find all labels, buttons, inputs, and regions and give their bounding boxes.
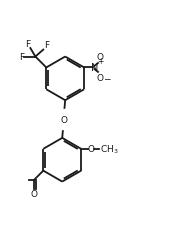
Text: CH$_3$: CH$_3$ (100, 143, 119, 156)
Text: O: O (31, 190, 38, 199)
Text: O: O (87, 145, 95, 154)
Text: O: O (60, 115, 67, 124)
Text: +: + (97, 57, 103, 66)
Text: F: F (19, 53, 24, 62)
Text: F: F (25, 40, 30, 48)
Text: N: N (91, 63, 98, 73)
Text: O: O (96, 53, 103, 62)
Text: F: F (44, 41, 49, 50)
Text: O: O (96, 74, 103, 83)
Text: −: − (103, 74, 111, 83)
